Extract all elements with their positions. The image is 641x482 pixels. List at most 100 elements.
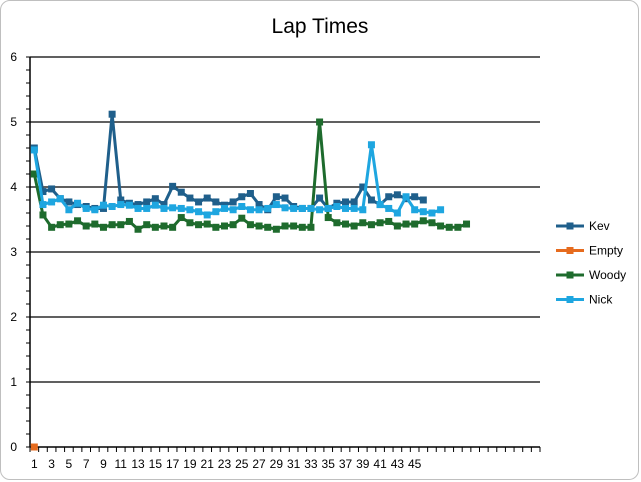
x-tick-label: 33 <box>304 457 318 471</box>
data-point <box>229 221 237 229</box>
data-point <box>367 141 375 149</box>
data-point <box>203 194 211 202</box>
data-point <box>151 201 159 209</box>
data-point <box>48 185 56 193</box>
data-point <box>454 223 462 231</box>
data-point <box>359 183 367 191</box>
x-tick-label: 37 <box>339 457 353 471</box>
y-tick-label: 5 <box>10 115 17 129</box>
series-lines <box>30 110 471 451</box>
data-point <box>134 204 142 212</box>
data-point <box>290 204 298 212</box>
x-tick-label: 45 <box>408 457 422 471</box>
x-tick-label: 11 <box>115 457 128 471</box>
data-point <box>117 221 125 229</box>
data-point <box>177 188 185 196</box>
data-point <box>74 199 82 207</box>
data-point <box>264 204 272 212</box>
data-point <box>48 223 56 231</box>
data-point <box>367 196 375 204</box>
data-point <box>255 201 263 209</box>
data-point <box>212 208 220 216</box>
data-point <box>272 193 280 201</box>
x-tick-label: 25 <box>235 457 249 471</box>
data-point <box>342 198 350 206</box>
data-point <box>169 182 177 190</box>
x-tick-label: 9 <box>100 457 107 471</box>
data-point <box>350 198 358 206</box>
legend-swatch-marker <box>566 296 574 303</box>
x-tick-label: 17 <box>166 457 180 471</box>
data-point <box>91 206 99 214</box>
legend-item-nick: Nick <box>556 293 613 307</box>
data-point <box>203 211 211 219</box>
data-point <box>195 221 203 229</box>
data-point <box>151 195 159 203</box>
data-point <box>324 214 332 222</box>
data-point <box>48 198 56 206</box>
series-kev <box>30 110 427 214</box>
data-point <box>333 203 341 210</box>
data-point <box>324 204 332 212</box>
series-nick <box>30 141 445 219</box>
gridlines <box>30 56 540 383</box>
data-point <box>143 198 151 206</box>
data-point <box>246 206 254 214</box>
x-tick-label: 21 <box>201 457 215 471</box>
y-tick-label: 2 <box>10 310 17 324</box>
data-point <box>56 221 64 229</box>
data-point <box>82 204 90 212</box>
x-tick-label: 19 <box>183 457 197 471</box>
data-point <box>376 219 384 227</box>
x-tick-label: 13 <box>131 457 145 471</box>
data-point <box>160 204 168 212</box>
x-tick-label: 27 <box>252 457 266 471</box>
data-point <box>342 204 350 212</box>
data-point <box>238 214 246 222</box>
data-point <box>255 206 263 214</box>
data-point <box>393 209 401 217</box>
data-point <box>411 193 419 201</box>
data-point <box>56 195 64 203</box>
legend-item-woody: Woody <box>556 268 626 282</box>
data-point <box>203 220 211 228</box>
legend-swatch-marker <box>566 247 574 254</box>
data-point <box>212 198 220 206</box>
data-point <box>186 219 194 227</box>
data-point <box>367 221 375 229</box>
data-point <box>333 219 341 227</box>
x-tick-label: 41 <box>373 457 387 471</box>
legend-item-empty: Empty <box>556 244 623 258</box>
data-point <box>419 196 427 204</box>
x-tick-label: 31 <box>287 457 301 471</box>
data-point <box>169 204 177 212</box>
data-point <box>307 204 315 212</box>
data-point <box>39 211 47 219</box>
data-point <box>281 222 289 230</box>
data-point <box>91 220 99 228</box>
data-point <box>238 193 246 201</box>
data-point <box>238 203 246 210</box>
data-point <box>125 217 133 225</box>
data-point <box>402 193 410 201</box>
data-point <box>385 217 393 225</box>
data-point <box>108 221 116 229</box>
y-tick-label: 6 <box>10 50 17 64</box>
data-point <box>411 220 419 228</box>
data-point <box>195 198 203 206</box>
legend-label: Kev <box>589 219 610 233</box>
chart-title: Lap Times <box>272 15 369 38</box>
data-point <box>437 222 445 230</box>
y-tick-label: 4 <box>10 180 17 194</box>
x-tick-label: 39 <box>356 457 370 471</box>
data-point <box>359 219 367 227</box>
legend-label: Nick <box>589 293 613 307</box>
data-point <box>30 146 38 154</box>
data-point <box>281 194 289 202</box>
data-point <box>30 170 38 178</box>
data-point <box>177 204 185 212</box>
data-point <box>316 194 324 202</box>
data-point <box>298 204 306 212</box>
